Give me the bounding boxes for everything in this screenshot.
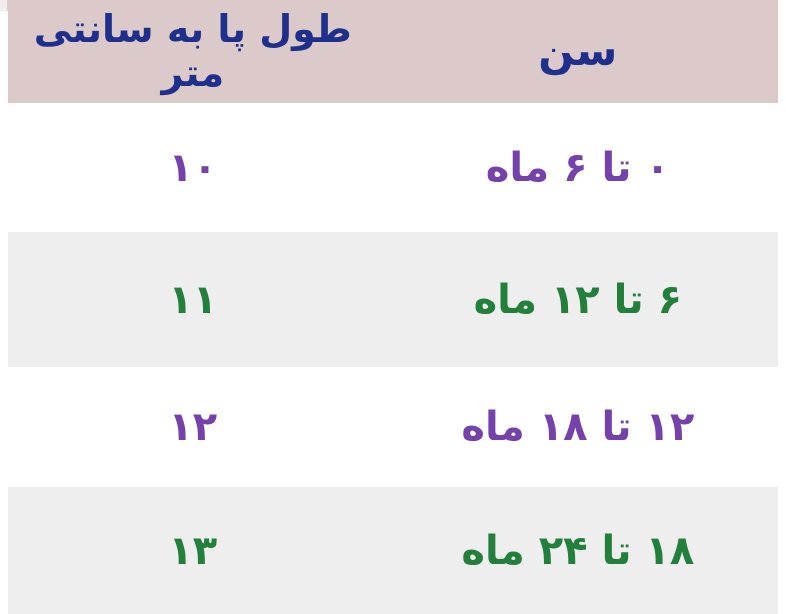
cell-age: ۶ تا ۱۲ ماه — [377, 232, 778, 367]
table-row: ۶ تا ۱۲ ماه ۱۱ — [8, 232, 778, 367]
table-header: سن طول پا به سانتی متر — [8, 0, 778, 103]
right-gutter — [778, 0, 786, 614]
table-row: ۱۸ تا ۲۴ ماه ۱۳ — [8, 487, 778, 614]
corner-artifact — [0, 0, 8, 11]
table-header-row: سن طول پا به سانتی متر — [8, 0, 778, 103]
cell-age: ۱۸ تا ۲۴ ماه — [377, 487, 778, 614]
cell-foot-length: ۱۲ — [8, 367, 378, 487]
column-header-foot-length: طول پا به سانتی متر — [8, 0, 378, 103]
column-header-age: سن — [377, 0, 778, 103]
cell-foot-length: ۱۰ — [8, 103, 378, 232]
left-gutter — [0, 0, 8, 614]
cell-age: ۱۲ تا ۱۸ ماه — [377, 367, 778, 487]
table-body: ۰ تا ۶ ماه ۱۰ ۶ تا ۱۲ ماه ۱۱ ۱۲ تا ۱۸ ما… — [8, 103, 778, 614]
table-row: ۱۲ تا ۱۸ ماه ۱۲ — [8, 367, 778, 487]
table-row: ۰ تا ۶ ماه ۱۰ — [8, 103, 778, 232]
cell-foot-length: ۱۱ — [8, 232, 378, 367]
foot-size-table: سن طول پا به سانتی متر ۰ تا ۶ ماه ۱۰ ۶ ت… — [8, 0, 778, 614]
cell-foot-length: ۱۳ — [8, 487, 378, 614]
cell-age: ۰ تا ۶ ماه — [377, 103, 778, 232]
